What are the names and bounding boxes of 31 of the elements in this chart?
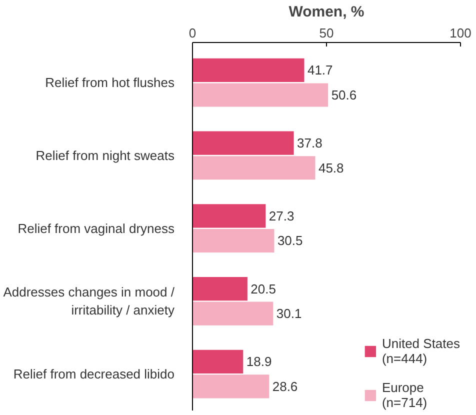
y-tick-label: Relief from vaginal dryness — [18, 220, 175, 236]
bar — [192, 302, 274, 326]
data-label: 45.8 — [318, 160, 344, 176]
x-tick-label: 50 — [319, 26, 334, 40]
data-label: 30.1 — [276, 306, 302, 322]
bar — [192, 350, 244, 374]
data-label: 30.5 — [277, 233, 303, 248]
legend-label: United States (n=444) — [382, 336, 460, 366]
bar — [192, 228, 274, 252]
x-axis-title: Women, % — [288, 4, 364, 20]
y-tick-label: Relief from decreased libido — [13, 366, 175, 382]
y-tick-label: Relief from night sweats — [36, 148, 175, 163]
data-label: 50.6 — [331, 87, 357, 102]
bar — [192, 156, 316, 180]
legend-label: Europe (n=714) — [382, 380, 428, 410]
data-label: 41.7 — [307, 62, 333, 78]
y-tick-label: Addresses changes in mood / irritability / anxiety — [3, 284, 175, 318]
data-label: 28.6 — [272, 378, 298, 394]
bar — [192, 131, 294, 155]
bar — [192, 204, 266, 228]
x-tick-label: 100 — [450, 26, 472, 40]
data-label: 27.3 — [268, 208, 294, 224]
data-label: 18.9 — [246, 354, 272, 370]
data-label: 37.8 — [297, 136, 322, 151]
x-tick-label: 0 — [188, 26, 196, 40]
data-label: 20.5 — [250, 281, 276, 296]
bar — [192, 83, 328, 107]
bar — [192, 374, 270, 398]
bar — [192, 58, 304, 82]
y-tick-label: Relief from hot flushes — [45, 75, 175, 90]
bar — [192, 277, 248, 301]
